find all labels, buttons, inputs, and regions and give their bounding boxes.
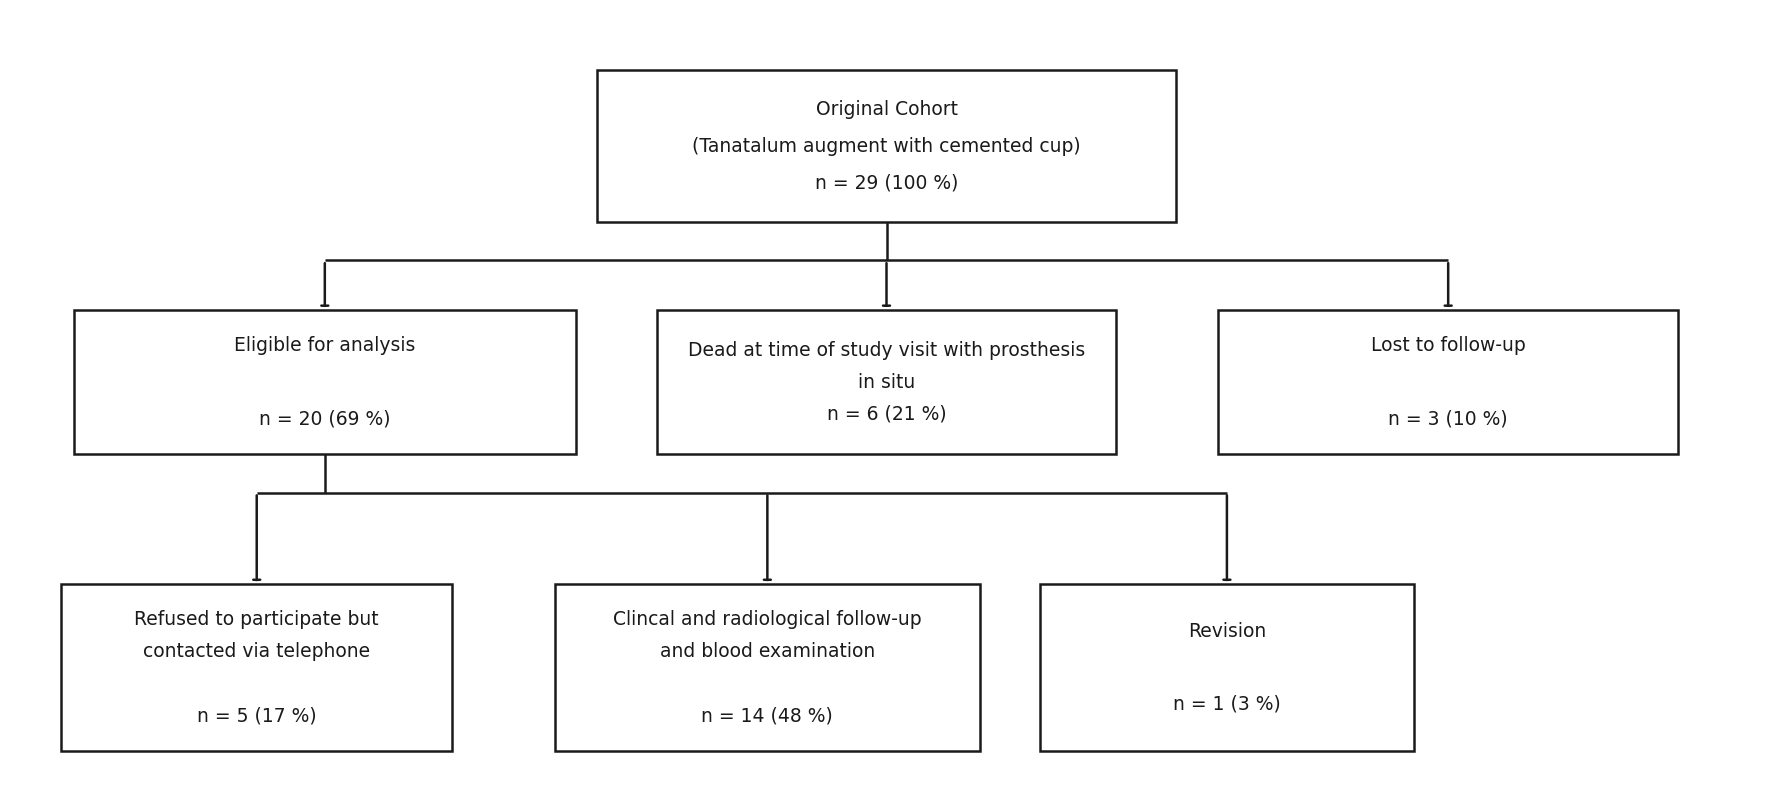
- Text: n = 5 (17 %): n = 5 (17 %): [197, 706, 317, 725]
- Text: (Tanatalum augment with cemented cup): (Tanatalum augment with cemented cup): [691, 137, 1082, 156]
- Text: and blood examination: and blood examination: [660, 642, 876, 661]
- Text: n = 29 (100 %): n = 29 (100 %): [816, 173, 957, 192]
- FancyBboxPatch shape: [656, 310, 1117, 454]
- Text: n = 1 (3 %): n = 1 (3 %): [1174, 695, 1280, 714]
- FancyBboxPatch shape: [598, 70, 1175, 222]
- Text: Revision: Revision: [1188, 621, 1266, 641]
- FancyBboxPatch shape: [1218, 310, 1677, 454]
- Text: Original Cohort: Original Cohort: [816, 100, 957, 119]
- Text: in situ: in situ: [858, 373, 915, 392]
- Text: n = 20 (69 %): n = 20 (69 %): [259, 409, 390, 428]
- FancyBboxPatch shape: [1039, 584, 1415, 752]
- Text: Refused to participate but: Refused to participate but: [135, 610, 379, 629]
- Text: Dead at time of study visit with prosthesis: Dead at time of study visit with prosthe…: [688, 341, 1085, 360]
- Text: Lost to follow-up: Lost to follow-up: [1371, 336, 1525, 355]
- FancyBboxPatch shape: [60, 584, 452, 752]
- Text: n = 14 (48 %): n = 14 (48 %): [702, 706, 833, 725]
- Text: n = 3 (10 %): n = 3 (10 %): [1388, 409, 1509, 428]
- FancyBboxPatch shape: [74, 310, 576, 454]
- FancyBboxPatch shape: [555, 584, 980, 752]
- Text: n = 6 (21 %): n = 6 (21 %): [826, 405, 947, 424]
- Text: contacted via telephone: contacted via telephone: [144, 642, 371, 661]
- Text: Eligible for analysis: Eligible for analysis: [234, 336, 415, 355]
- Text: Clincal and radiological follow-up: Clincal and radiological follow-up: [613, 610, 922, 629]
